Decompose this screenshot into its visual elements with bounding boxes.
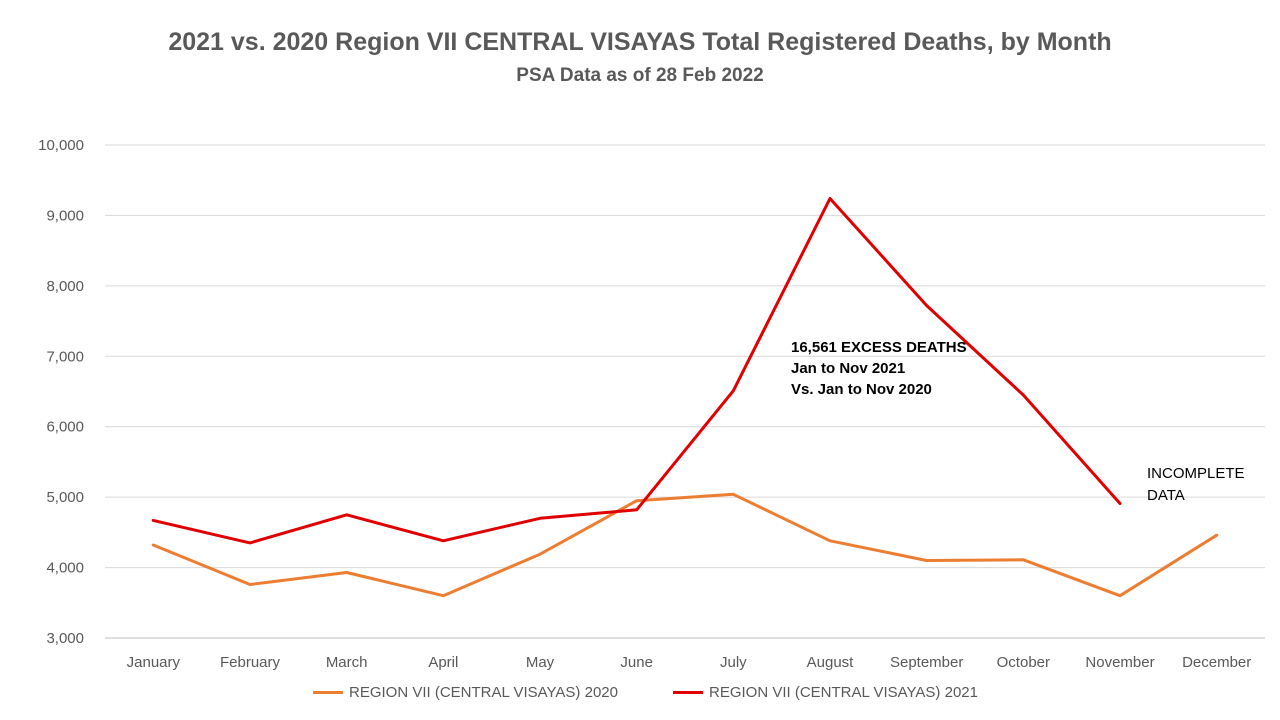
x-tick-label: September [890,654,963,671]
x-tick-label: February [220,654,281,671]
x-tick-label: July [720,654,747,671]
x-tick-label: December [1182,654,1251,671]
incomplete-data-annotation: INCOMPLETE DATA [1147,463,1245,507]
legend-label-2021: REGION VII (CENTRAL VISAYAS) 2021 [709,684,978,701]
legend-swatch-2020 [313,691,343,694]
chart-subtitle: PSA Data as of 28 Feb 2022 [516,65,764,86]
legend-item-2021: REGION VII (CENTRAL VISAYAS) 2021 [673,684,978,701]
y-tick-label: 3,000 [46,630,84,647]
annotation-line: INCOMPLETE [1147,465,1245,482]
annotation-line: Vs. Jan to Nov 2020 [791,381,932,398]
y-tick-label: 7,000 [46,348,84,365]
x-tick-label: January [127,654,181,671]
x-tick-label: June [620,654,653,671]
annotation-line: DATA [1147,487,1185,504]
annotation-line: Jan to Nov 2021 [791,360,906,377]
y-tick-label: 10,000 [38,137,84,154]
x-tick-label: March [326,654,368,671]
y-tick-label: 8,000 [46,278,84,295]
chart-title: 2021 vs. 2020 Region VII CENTRAL VISAYAS… [168,28,1112,56]
x-tick-label: April [428,654,458,671]
y-tick-label: 9,000 [46,207,84,224]
x-tick-label: August [807,654,855,671]
y-tick-label: 6,000 [46,419,84,436]
excess-deaths-annotation: 16,561 EXCESS DEATHS Jan to Nov 2021 Vs.… [791,337,967,400]
y-tick-label: 4,000 [46,560,84,577]
x-tick-label: May [526,654,555,671]
y-tick-label: 5,000 [46,489,84,506]
legend-swatch-2021 [673,691,703,694]
x-tick-label: October [997,654,1050,671]
series-line-2021 [151,197,1122,545]
legend-label-2020: REGION VII (CENTRAL VISAYAS) 2020 [349,684,618,701]
chart-legend: REGION VII (CENTRAL VISAYAS) 2020 REGION… [0,684,1280,708]
series-line-2020 [151,492,1219,598]
x-tick-label: November [1085,654,1154,671]
annotation-line: 16,561 EXCESS DEATHS [791,339,967,356]
legend-item-2020: REGION VII (CENTRAL VISAYAS) 2020 [313,684,618,701]
